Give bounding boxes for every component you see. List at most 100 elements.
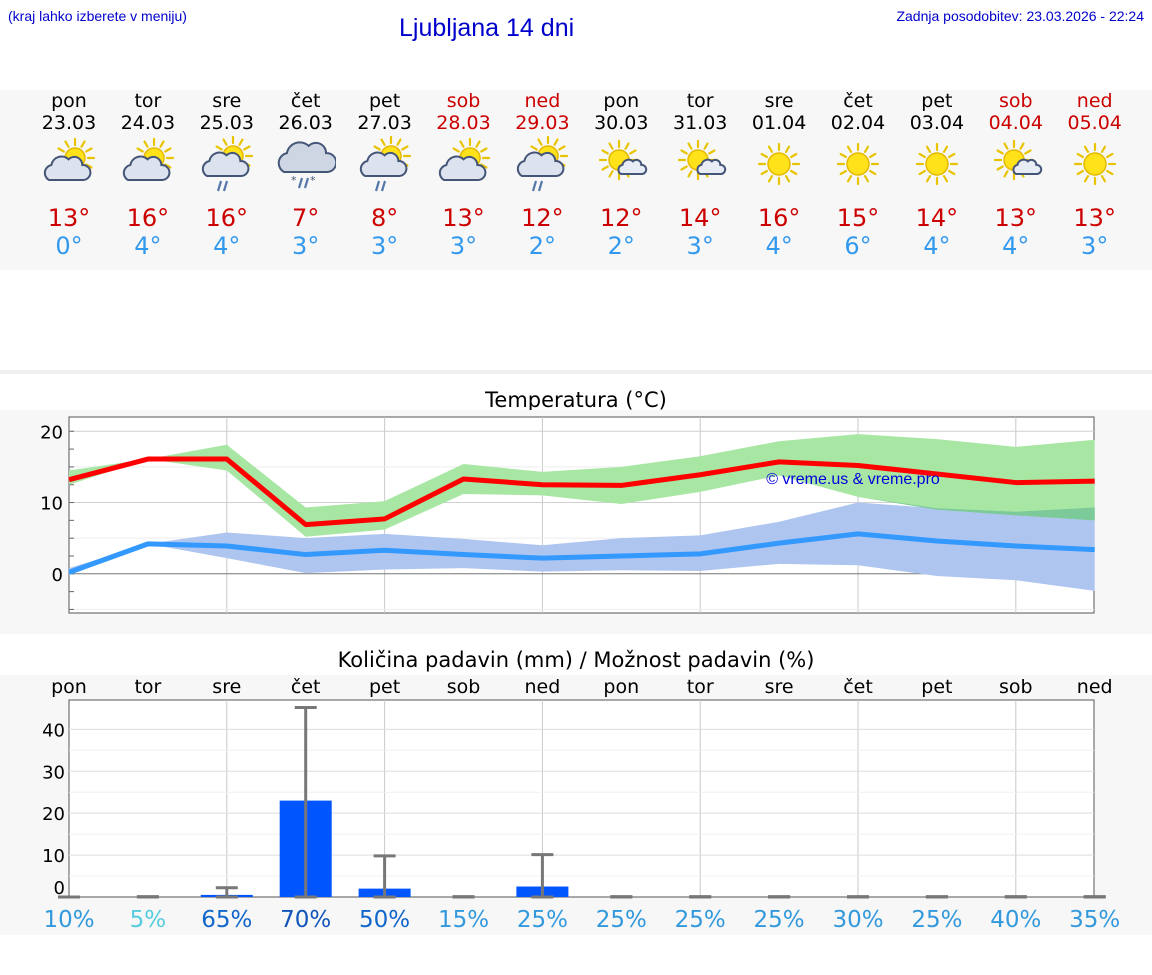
day-name: pon bbox=[603, 90, 640, 112]
min-temp-line bbox=[68, 531, 1095, 575]
temp-max: 16° bbox=[757, 204, 801, 232]
temp-min: 0° bbox=[55, 232, 83, 260]
day-date: 03.04 bbox=[909, 112, 965, 134]
day-column: pet 03.04 14° 4° bbox=[897, 90, 977, 260]
temp-max: 12° bbox=[521, 204, 564, 232]
temp-min: 2° bbox=[607, 232, 635, 260]
precip-probability: 35% bbox=[1069, 907, 1120, 933]
sun-icon bbox=[836, 142, 880, 186]
day-name: čet bbox=[290, 90, 321, 112]
day-date: 27.03 bbox=[357, 112, 412, 134]
x-tick-label: sob bbox=[999, 676, 1033, 698]
day-column: ned 05.04 13° 3° bbox=[1055, 90, 1135, 260]
day-date: 04.04 bbox=[988, 112, 1043, 134]
sun-icon bbox=[757, 142, 801, 186]
divider bbox=[0, 370, 1152, 374]
y-tick-label: 40 bbox=[42, 720, 65, 741]
y-tick-label: 30 bbox=[42, 762, 65, 783]
day-name: sre bbox=[212, 90, 242, 112]
day-name: pon bbox=[51, 90, 87, 112]
y-tick-label: 20 bbox=[42, 804, 65, 825]
x-tick-label: ned bbox=[1077, 676, 1113, 698]
temp-max: 14° bbox=[915, 204, 959, 232]
day-column: sre 25.03 16° 4° bbox=[187, 90, 267, 260]
temp-max: 15° bbox=[836, 204, 880, 232]
precip-probability: 25% bbox=[675, 907, 726, 933]
day-column: čet 26.03 * * 7° 3° bbox=[266, 90, 346, 260]
band-overlap bbox=[858, 496, 1095, 521]
y-tick-label: 10 bbox=[42, 846, 65, 867]
day-name: sre bbox=[764, 90, 794, 112]
y-tick-label: 20 bbox=[40, 422, 63, 443]
x-tick-label: pon bbox=[51, 676, 87, 698]
day-date: 25.03 bbox=[199, 112, 254, 134]
day-date: 29.03 bbox=[515, 112, 570, 134]
temp-max: 13° bbox=[442, 204, 485, 232]
precip-probability: 10% bbox=[43, 907, 94, 933]
temperature-chart-title: Temperatura (°C) bbox=[485, 388, 667, 412]
temp-max: 13° bbox=[47, 204, 91, 232]
precip-probability: 30% bbox=[832, 907, 883, 933]
temp-min: 3° bbox=[370, 232, 399, 260]
precip-probability: 5% bbox=[130, 907, 167, 933]
day-date: 31.03 bbox=[672, 112, 728, 134]
day-name: tor bbox=[134, 90, 162, 112]
temp-min: 3° bbox=[686, 232, 714, 260]
x-tick-label: sre bbox=[765, 676, 794, 698]
x-tick-label: pet bbox=[369, 676, 400, 698]
x-tick-label: tor bbox=[134, 676, 161, 698]
sun-small-cloud-icon bbox=[599, 139, 648, 181]
day-name: ned bbox=[524, 90, 561, 112]
temp-min: 4° bbox=[213, 232, 241, 260]
location-hint: (kraj lahko izberete v meniju) bbox=[8, 8, 187, 24]
temp-min: 3° bbox=[449, 232, 478, 260]
x-tick-label: čet bbox=[843, 676, 873, 698]
x-tick-label: pet bbox=[921, 676, 952, 698]
x-tick-label: čet bbox=[291, 676, 321, 698]
temp-max: 13° bbox=[1073, 204, 1116, 232]
temp-max: 7° bbox=[292, 204, 320, 232]
sun-cloud-rain-icon bbox=[201, 136, 253, 192]
last-updated: Zadnja posodobitev: 23.03.2026 - 22:24 bbox=[896, 8, 1144, 24]
precipitation-chart-title: Količina padavin (mm) / Možnost padavin … bbox=[337, 648, 815, 672]
forecast-strip: pon 23.03 13° 0° tor 24.03 16° 4° sre 25.03 16° 4° č… bbox=[0, 90, 1152, 270]
temp-min: 4° bbox=[134, 232, 162, 260]
precip-probability: 25% bbox=[596, 907, 647, 933]
day-column: pon 30.03 12° 2° bbox=[581, 90, 661, 260]
sun-icon bbox=[1073, 142, 1116, 186]
temp-max: 16° bbox=[126, 204, 170, 232]
precip-probability: 40% bbox=[990, 907, 1041, 933]
sun-icon bbox=[915, 142, 958, 186]
day-column: sob 28.03 13° 3° bbox=[424, 90, 504, 260]
sun-cloud-rain-icon bbox=[517, 136, 569, 192]
x-tick-label: tor bbox=[687, 676, 714, 698]
temp-max: 16° bbox=[205, 204, 249, 232]
temp-max: 12° bbox=[600, 204, 643, 232]
precip-probability: 15% bbox=[438, 907, 489, 933]
sun-cloud-icon bbox=[438, 137, 490, 181]
day-column: ned 29.03 12° 2° bbox=[502, 90, 582, 260]
day-column: pet 27.03 8° 3° bbox=[345, 90, 425, 260]
sun-cloud-icon bbox=[43, 137, 96, 181]
sun-small-cloud-icon bbox=[678, 139, 727, 181]
day-date: 26.03 bbox=[278, 112, 333, 134]
min-temp-range-band bbox=[69, 502, 1095, 591]
y-tick-label: 0 bbox=[52, 565, 63, 586]
day-column: sre 01.04 16° 4° bbox=[739, 90, 819, 260]
sun-small-cloud-icon bbox=[993, 139, 1042, 181]
day-column: tor 24.03 16° 4° bbox=[108, 90, 188, 260]
temp-min: 4° bbox=[765, 232, 793, 260]
x-tick-label: ned bbox=[525, 676, 561, 698]
precipitation-chart: pon tor sre čet pet sob ned pon tor sre čet pet sob n… bbox=[42, 676, 1120, 933]
temp-min: 6° bbox=[844, 232, 872, 260]
day-name: pet bbox=[368, 90, 401, 112]
sun-cloud-icon bbox=[122, 137, 174, 181]
temp-max: 8° bbox=[370, 204, 399, 232]
x-tick-label: sob bbox=[447, 676, 481, 698]
page-title: Ljubljana 14 dni bbox=[399, 14, 575, 42]
precip-probability: 50% bbox=[359, 907, 410, 933]
day-date: 30.03 bbox=[594, 112, 649, 134]
temp-max: 14° bbox=[678, 204, 722, 232]
watermark: © vreme.us & vreme.pro bbox=[766, 471, 940, 488]
day-date: 01.04 bbox=[751, 112, 807, 134]
